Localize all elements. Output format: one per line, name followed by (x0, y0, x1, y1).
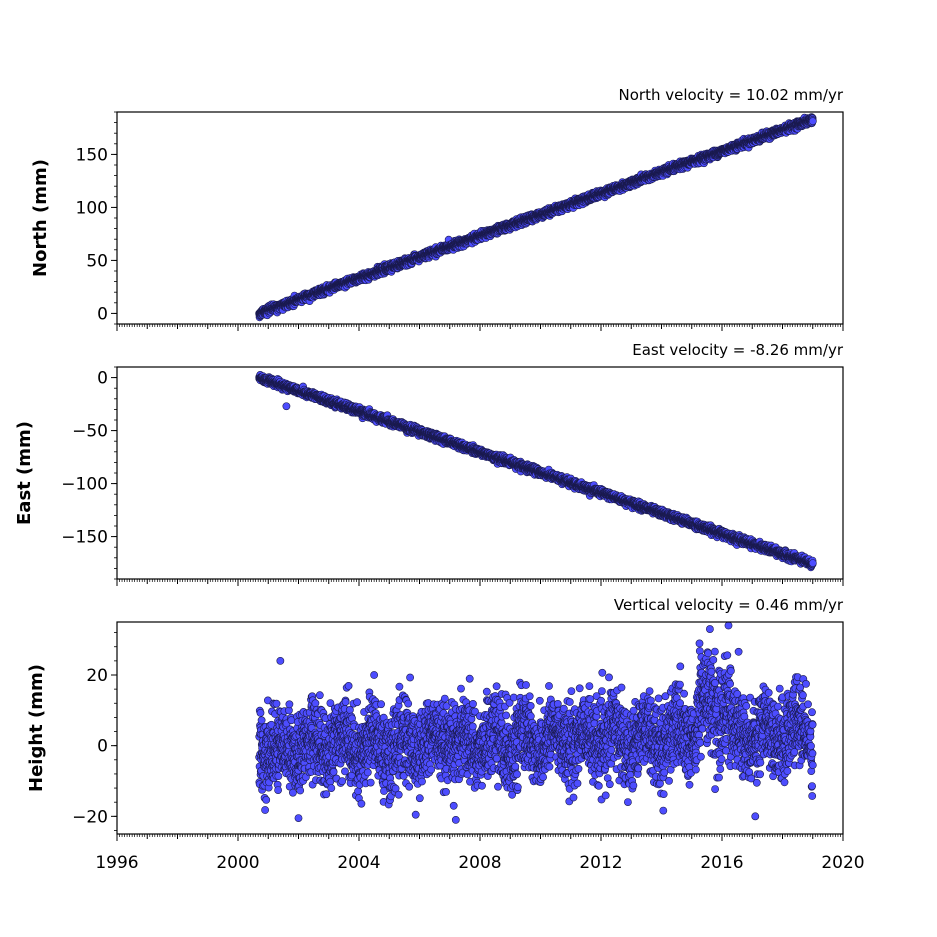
y-tick-label: 100 (76, 198, 108, 218)
east-title: East velocity = -8.26 mm/yr (632, 341, 844, 359)
north-title: North velocity = 10.02 mm/yr (619, 86, 844, 104)
data-point (808, 117, 817, 126)
north-points (255, 113, 817, 322)
east-ylabel: East (mm) (14, 421, 35, 525)
y-tick-label: 150 (76, 145, 108, 165)
north-panel: North velocity = 10.02 mm/yr North (mm) … (30, 86, 844, 331)
north-ylabel: North (mm) (30, 159, 51, 277)
y-tick-label: 50 (86, 251, 108, 271)
y-tick-label: 0 (97, 304, 108, 324)
